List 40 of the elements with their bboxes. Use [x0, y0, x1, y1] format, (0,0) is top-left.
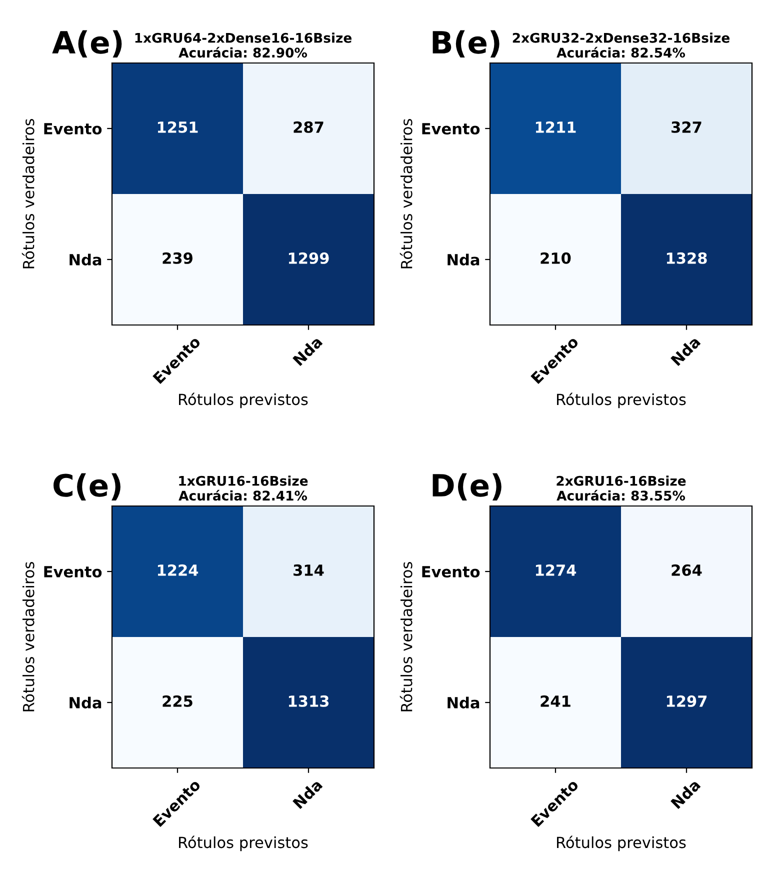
data-label: 239 [162, 252, 192, 264]
data-label: 1328 [666, 252, 707, 264]
data-label: 1251 [158, 121, 198, 133]
y-tick-label: Evento [44, 566, 102, 578]
data-label: 210 [540, 252, 571, 264]
chart-title: 1xGRU16-16Bsize Acurácia: 82.41% [178, 476, 308, 501]
data-label: 1274 [536, 564, 576, 576]
y-tick-label: Evento [422, 123, 480, 135]
x-axis-title: Rótulos previstos [557, 836, 686, 852]
y-tick-label: Evento [44, 123, 102, 135]
data-label: 1313 [288, 695, 329, 707]
y-tick-label: Evento [422, 566, 480, 578]
x-axis-title: Rótulos previstos [179, 836, 308, 852]
text: C(e) [54, 473, 120, 500]
y-tick-label: Nda [448, 254, 480, 266]
data-label: 1299 [288, 252, 329, 264]
data-label: 314 [294, 564, 324, 576]
data-label: 1297 [666, 695, 707, 707]
chart-title: 1xGRU64-2xDense16-16Bsize Acurácia: 82.90% [135, 32, 352, 58]
text: B(e) [432, 30, 500, 58]
data-label: 287 [294, 121, 324, 133]
y-axis-title: Rótulos verdadeiros [400, 562, 412, 712]
data-label: 264 [672, 564, 702, 576]
y-axis-title: Rótulos verdadeiros [22, 562, 34, 712]
y-axis-title: Rótulos verdadeiros [400, 119, 412, 268]
data-label: 327 [672, 121, 702, 133]
data-label: 225 [162, 695, 192, 707]
data-label: 1224 [158, 564, 198, 576]
y-tick-label: Nda [70, 254, 102, 266]
y-tick-label: Nda [70, 696, 102, 709]
y-tick-label: Nda [448, 696, 480, 709]
text: A(e) [52, 30, 122, 58]
x-axis-title: Rótulos previstos [179, 392, 308, 408]
data-label: 241 [540, 695, 570, 707]
text: D(e) [432, 473, 502, 500]
data-label: 1211 [536, 121, 576, 133]
chart-title: 2xGRU32-2xDense32-16Bsize Acurácia: 82.54% [512, 32, 730, 58]
y-axis-title: Rótulos verdadeiros [22, 119, 34, 268]
x-axis-title: Rótulos previstos [557, 392, 686, 408]
chart-title: 2xGRU16-16Bsize Acurácia: 83.55% [556, 476, 686, 501]
